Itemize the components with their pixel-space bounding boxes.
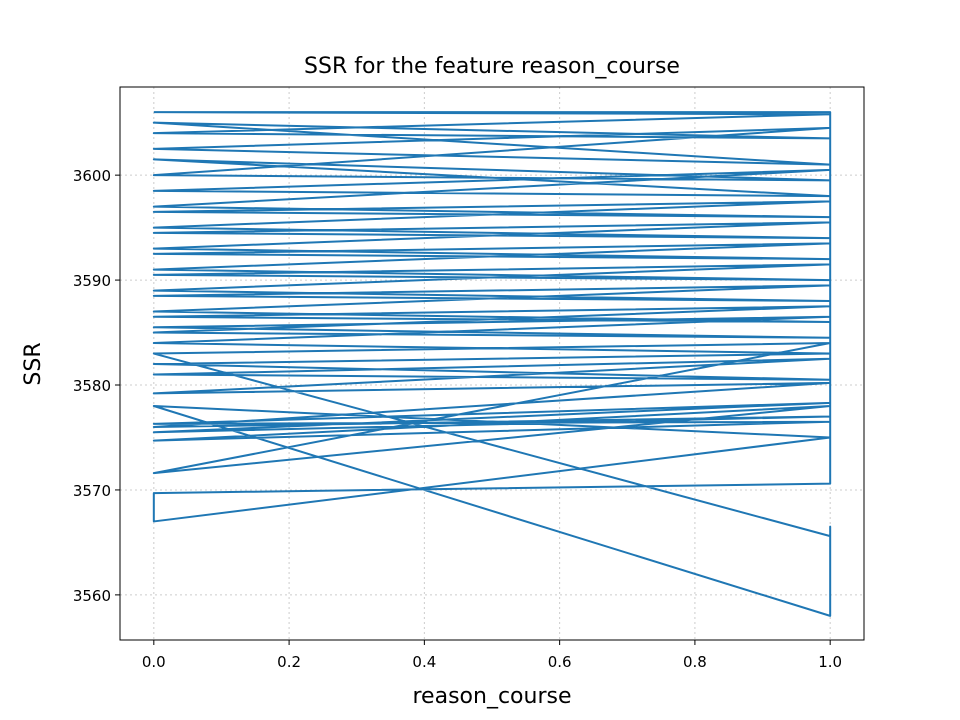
x-axis-label: reason_course xyxy=(413,684,572,709)
x-tick-label: 0.8 xyxy=(683,653,707,671)
y-tick-label: 3580 xyxy=(73,377,111,395)
y-tick-label: 3570 xyxy=(73,482,111,500)
y-tick-label: 3600 xyxy=(73,167,111,185)
y-tick-label: 3560 xyxy=(73,587,111,605)
data-line xyxy=(152,111,832,617)
x-tick-label: 0.6 xyxy=(548,653,572,671)
x-tick-label: 0.0 xyxy=(142,653,166,671)
y-tick-label: 3590 xyxy=(73,272,111,290)
x-tick-label: 1.0 xyxy=(818,653,842,671)
chart-title: SSR for the feature reason_course xyxy=(304,54,680,79)
y-axis-label: SSR xyxy=(21,342,46,385)
x-tick-label: 0.4 xyxy=(412,653,436,671)
x-tick-label: 0.2 xyxy=(277,653,301,671)
plot-frame xyxy=(119,86,865,641)
